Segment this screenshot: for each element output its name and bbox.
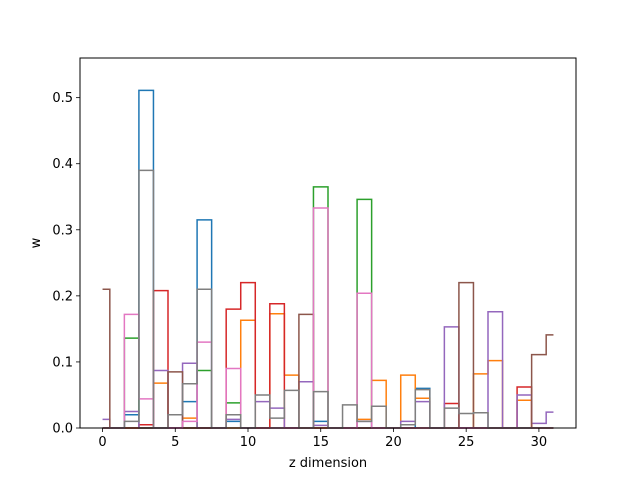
y-tick-label: 0.5	[52, 91, 73, 106]
x-tick-label: 10	[240, 435, 257, 450]
x-tick-label: 0	[98, 435, 106, 450]
y-tick-label: 0.3	[52, 223, 73, 238]
y-tick-label: 0.2	[52, 289, 73, 304]
y-axis-label: w	[29, 237, 44, 248]
x-tick-label: 15	[312, 435, 329, 450]
series-line-8	[102, 169, 554, 429]
tick-layer: 0 5 10 15 20 25 30 0.0 0.1 0.2 0.3 0.4 0.5	[52, 91, 547, 450]
x-tick-label: 25	[458, 435, 475, 450]
y-tick-label: 0.0	[52, 422, 73, 437]
y-tick-label: 0.4	[52, 157, 73, 172]
x-axis-label: z dimension	[289, 456, 367, 471]
x-tick-label: 5	[171, 435, 179, 450]
x-tick-label: 30	[531, 435, 548, 450]
y-tick-label: 0.1	[52, 355, 73, 370]
x-tick-label: 20	[385, 435, 402, 450]
plot-frame	[79, 57, 577, 429]
